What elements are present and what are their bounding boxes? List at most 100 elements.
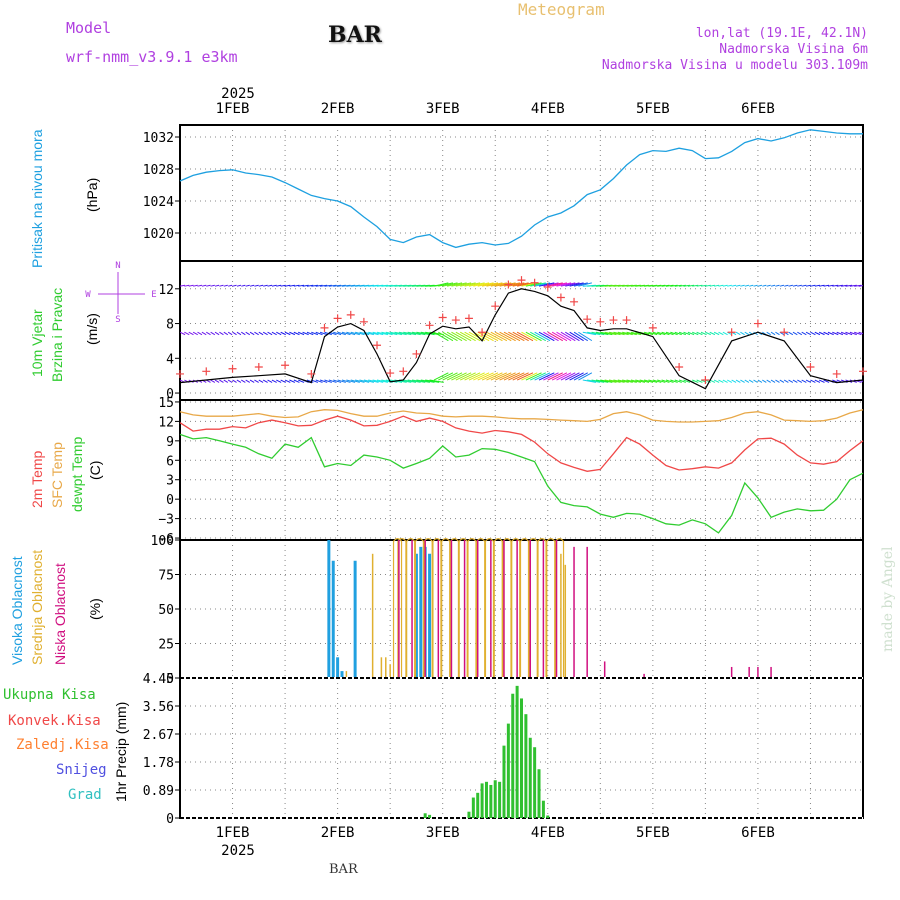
wind-gust-marker xyxy=(478,328,487,337)
mid-cloud-bar xyxy=(476,538,486,678)
dewpt-ylabel: dewpt Temp xyxy=(69,437,85,512)
wind-barb xyxy=(490,372,508,381)
wind-gust-marker xyxy=(859,367,867,376)
wind-barb xyxy=(490,282,507,287)
wind-barb xyxy=(713,331,720,336)
wind-barb xyxy=(591,379,605,383)
mid-cloud-bar xyxy=(441,538,451,678)
y-tick-label: 75 xyxy=(158,569,174,584)
wind-barb xyxy=(630,331,642,336)
top-day-label: 1FEB xyxy=(216,101,250,117)
meteogram-title: Meteogram xyxy=(518,0,605,19)
wind-barb xyxy=(578,331,593,342)
wind-barb xyxy=(411,379,426,383)
wind-gust-marker xyxy=(570,297,579,306)
wind-barb xyxy=(547,372,563,381)
wind-barb xyxy=(692,379,699,383)
wind-barb xyxy=(722,331,728,336)
temp2m-ylabel: 2m Temp xyxy=(29,450,45,508)
wind-barb xyxy=(762,379,767,383)
wind-barb xyxy=(613,331,625,336)
wind-barb xyxy=(797,284,802,287)
mid-cloud-bar xyxy=(502,538,512,678)
wind-barb xyxy=(232,331,237,336)
wind-barb xyxy=(241,284,246,287)
wind-barb xyxy=(604,379,617,383)
wind-barb xyxy=(219,331,224,336)
wind-barb xyxy=(709,284,716,287)
wind-barb xyxy=(337,379,346,383)
wind-barb xyxy=(425,379,440,383)
wind-gust-marker xyxy=(543,283,552,292)
wind-barb xyxy=(516,331,534,342)
wind-barb xyxy=(267,284,273,287)
wind-barb xyxy=(210,284,215,287)
wind-barb xyxy=(608,379,621,383)
wind-barb xyxy=(530,282,546,287)
wind-barb xyxy=(827,331,834,336)
wind-barb xyxy=(626,379,637,383)
wind-gust-marker xyxy=(176,369,184,378)
wind-gust-marker xyxy=(228,364,237,373)
mid-cloud-bar xyxy=(406,538,416,678)
wind-barb xyxy=(214,331,220,336)
wind-gust-marker xyxy=(438,313,447,322)
precip-hail-legend: Grad xyxy=(68,787,102,803)
wind-gust-marker xyxy=(359,317,368,326)
wind-barb xyxy=(805,331,812,336)
wind-gust-marker xyxy=(622,316,631,325)
wind-barb xyxy=(722,379,728,383)
wind-barb xyxy=(788,331,794,336)
wind-barb xyxy=(214,379,220,383)
wind-ylabel-sub: Brzina i Pravac xyxy=(49,288,65,382)
wind-barb xyxy=(341,284,351,287)
wind-barb xyxy=(845,284,853,287)
wind-speed-line xyxy=(179,288,864,390)
precip-total-legend: Ukupna Kisa xyxy=(3,687,96,703)
wind-barb xyxy=(862,380,863,381)
wind-barb xyxy=(582,331,597,336)
y-tick-label: 0 xyxy=(166,387,174,402)
wind-barb xyxy=(569,372,584,381)
wind-barb xyxy=(459,331,476,342)
wind-barb xyxy=(219,379,224,383)
wind-barb xyxy=(670,379,678,383)
top-day-label: 2FEB xyxy=(321,101,355,117)
wind-barb xyxy=(643,331,654,336)
wind-gust-marker xyxy=(464,314,473,323)
low-cloud-ylabel: Niska Oblacnost xyxy=(52,563,68,665)
wind-barb xyxy=(862,332,863,333)
wind-barb xyxy=(814,331,821,336)
wind-barb xyxy=(293,331,300,336)
bottom-day-label: 1FEB xyxy=(216,825,250,841)
y-tick-label: 12 xyxy=(158,415,174,430)
wind-barb xyxy=(320,284,328,287)
wind-barb xyxy=(473,282,490,287)
wind-barb xyxy=(823,284,830,287)
y-tick-label: 12 xyxy=(158,283,174,298)
wind-barb xyxy=(674,331,682,336)
temp2m-line xyxy=(179,415,864,472)
y-tick-label: 4.45 xyxy=(143,672,174,687)
pressure-ylabel: Pritisak na nivou mora xyxy=(29,129,45,268)
wind-barb xyxy=(416,331,430,336)
bottom-day-label: 4FEB xyxy=(531,825,565,841)
wind-barb xyxy=(836,284,843,287)
wind-barb xyxy=(328,284,337,287)
wind-barb xyxy=(298,284,305,287)
wind-barb xyxy=(556,372,572,381)
top-day-label: 5FEB xyxy=(636,101,670,117)
wind-barb xyxy=(552,282,568,287)
wind-barb xyxy=(661,284,670,287)
precip-bar xyxy=(528,737,532,818)
wind-barb xyxy=(438,282,454,287)
wind-barb xyxy=(490,331,508,342)
wind-barb xyxy=(792,331,798,336)
dewpt-line xyxy=(179,433,864,534)
top-day-label: 6FEB xyxy=(741,101,775,117)
wind-barb xyxy=(442,331,458,342)
wind-barb xyxy=(770,284,776,287)
wind-barb xyxy=(573,372,588,381)
wind-barb xyxy=(311,284,318,287)
precip-freezing-legend: Zaledj.Kisa xyxy=(16,737,109,753)
